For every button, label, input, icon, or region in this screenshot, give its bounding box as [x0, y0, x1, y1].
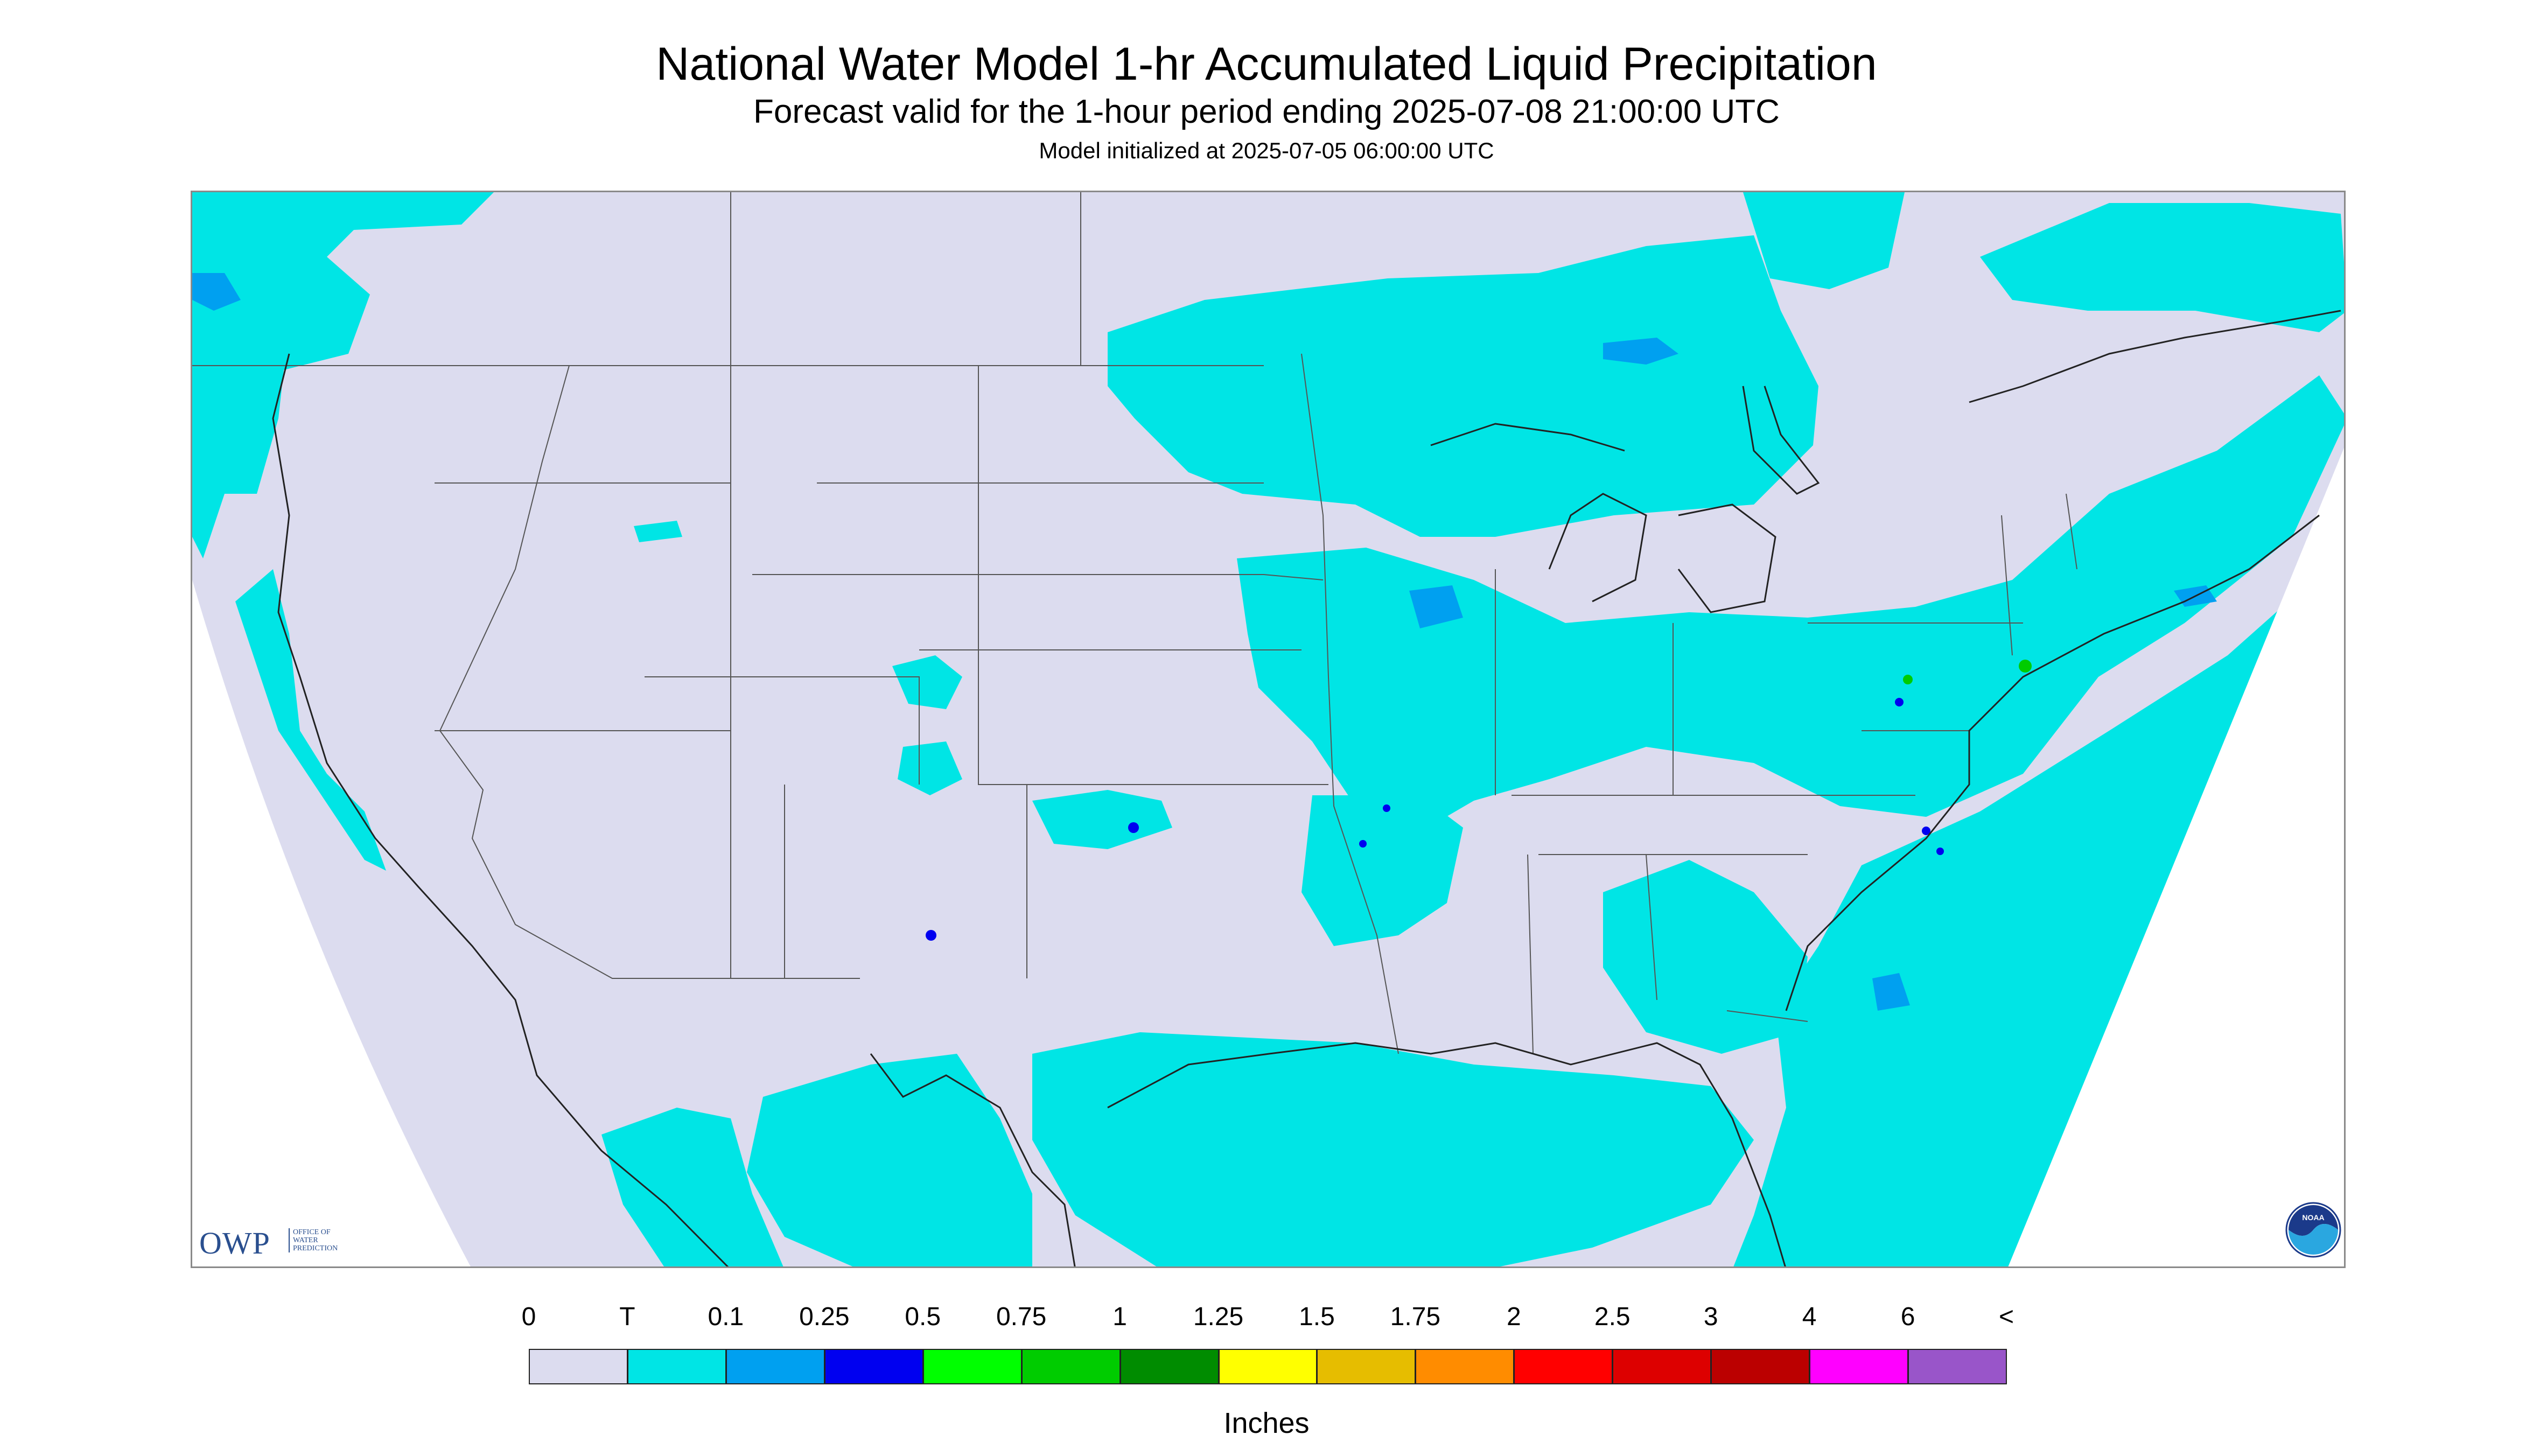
forecast-valid-subtitle: Forecast valid for the 1-hour period end…	[753, 93, 1780, 130]
precip-region-midwest	[1237, 375, 2344, 838]
legend-tick-label: 0.25	[799, 1303, 850, 1331]
legend-swatch	[1218, 1349, 1318, 1384]
precip-region-gulf	[1032, 1032, 1754, 1266]
precip-region-sierra-madre	[601, 1108, 785, 1266]
precip-core-iowa	[1409, 585, 1463, 628]
legend-swatch	[1612, 1349, 1712, 1384]
legend-tick-label: 0.5	[905, 1303, 941, 1331]
precip-region-georgia	[1603, 860, 1808, 1054]
precip-region-atlantic	[1732, 569, 2344, 1266]
precip-cell-nc	[1922, 827, 1930, 835]
precip-cell-tennessee	[1359, 840, 1367, 848]
legend-swatch	[824, 1349, 923, 1384]
noaa-logo-text: NOAA	[2302, 1213, 2324, 1222]
legend-swatch	[1514, 1349, 1613, 1384]
legend-tick-label: 4	[1802, 1303, 1817, 1331]
precip-region-colorado-2	[898, 741, 962, 795]
precip-core-bc	[192, 273, 241, 311]
legend-tick-label: 3	[1703, 1303, 1718, 1331]
precipitation-field	[192, 192, 2344, 1266]
legend-swatch	[1119, 1349, 1219, 1384]
precip-region-ontario	[1108, 235, 1818, 537]
noaa-logo: NOAA	[2285, 1202, 2341, 1258]
precip-region-arkansas	[1302, 795, 1463, 946]
precip-cell-oklahoma	[1128, 822, 1139, 833]
legend-tick-label: 0	[521, 1303, 536, 1331]
precip-cell-new-mexico	[926, 930, 936, 941]
precipitation-map	[191, 191, 2346, 1268]
owp-logo-subtitle: OFFICE OF WATER PREDICTION	[289, 1228, 338, 1252]
legend-tick-label: 0.1	[708, 1303, 744, 1331]
legend-swatch	[1711, 1349, 1810, 1384]
legend-tick-label: T	[619, 1303, 635, 1331]
legend-swatch	[1021, 1349, 1121, 1384]
precip-region-quebec	[1980, 203, 2344, 332]
precip-core-atlantic	[1872, 973, 1910, 1011]
precip-cell-arkansas	[1383, 804, 1390, 812]
precip-region-pacific-nw	[192, 192, 494, 558]
precip-region-mexico	[747, 1054, 1032, 1266]
precip-cell-new-jersey	[2019, 660, 2032, 673]
legend-swatch	[529, 1349, 628, 1384]
model-init-text: Model initialized at 2025-07-05 06:00:00…	[1039, 138, 1494, 163]
legend-tick-label: 2	[1506, 1303, 1521, 1331]
legend-swatch	[627, 1349, 726, 1384]
legend-tick-label: 1.25	[1193, 1303, 1244, 1331]
precip-cell-maryland	[1895, 698, 1904, 706]
legend-tick-label: 6	[1900, 1303, 1915, 1331]
precip-cell-pennsylvania	[1903, 675, 1913, 684]
legend-swatch	[1908, 1349, 2007, 1384]
legend-swatch	[1809, 1349, 1909, 1384]
legend-tick-label: 0.75	[996, 1303, 1047, 1331]
precip-core-ontario	[1603, 338, 1678, 365]
legend-tick-label: 2.5	[1594, 1303, 1631, 1331]
map-title: National Water Model 1-hr Accumulated Li…	[656, 38, 1877, 90]
precip-region-oklahoma	[1032, 790, 1172, 849]
coastlines	[272, 310, 2341, 1266]
legend-swatch	[1317, 1349, 1416, 1384]
owp-logo: OWP OFFICE OF WATER PREDICTION	[199, 1225, 372, 1261]
precip-cell-nc-2	[1936, 848, 1944, 855]
legend-swatch	[1415, 1349, 1515, 1384]
owp-logo-wordmark: OWP	[199, 1226, 270, 1261]
state-boundaries	[192, 192, 2077, 1054]
precip-region-labrador-north	[1743, 192, 1905, 289]
legend-units-label: Inches	[1223, 1407, 1310, 1439]
legend-swatch	[725, 1349, 825, 1384]
legend-tick-label: 1.5	[1299, 1303, 1335, 1331]
legend-tick-label: 1.75	[1390, 1303, 1441, 1331]
legend-swatch	[922, 1349, 1022, 1384]
legend-tick-label: 1	[1112, 1303, 1127, 1331]
precip-region-idaho	[634, 521, 682, 542]
legend-tick-label: <	[1998, 1303, 2014, 1331]
precip-region-colorado	[892, 655, 962, 709]
